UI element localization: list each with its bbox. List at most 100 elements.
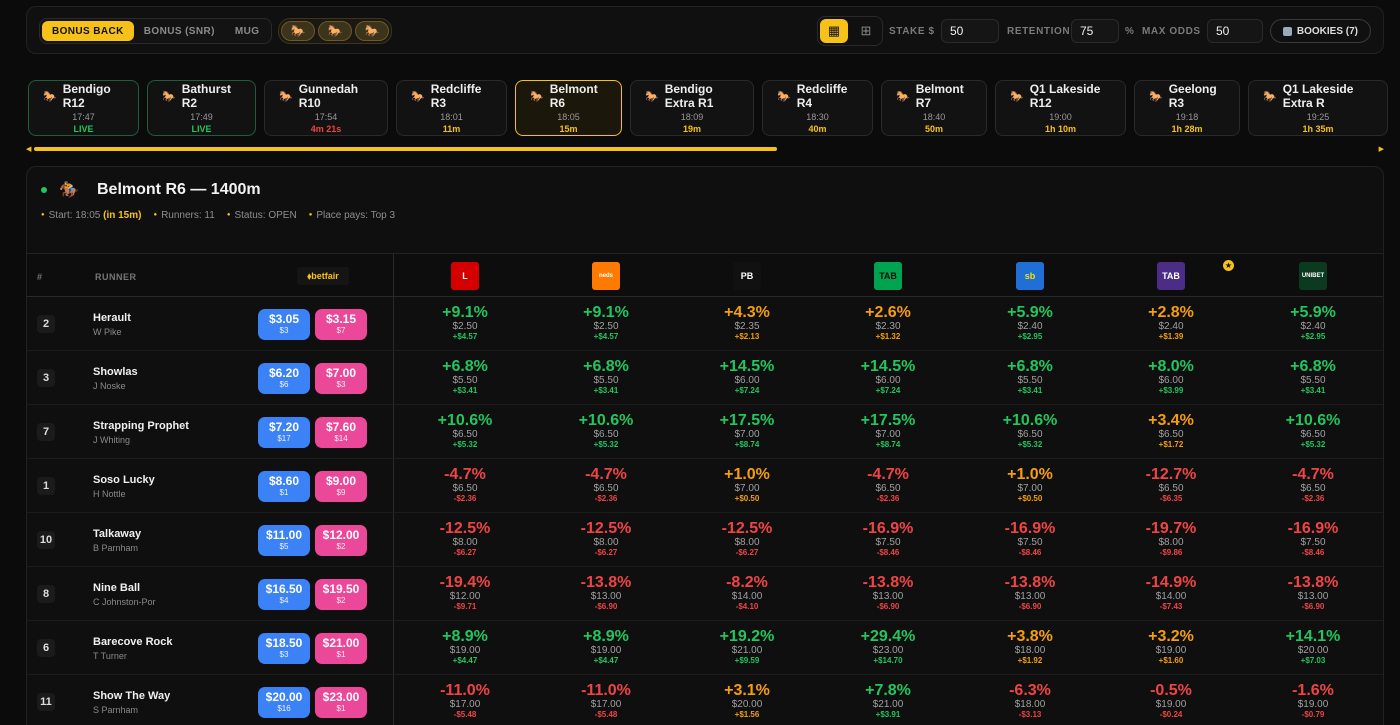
- bookmaker-odds-cell[interactable]: -13.8% $13.00 -$6.90: [838, 574, 938, 612]
- bookmaker-odds-cell[interactable]: -19.4% $12.00 -$9.71: [415, 574, 515, 612]
- bookmaker-odds-cell[interactable]: +6.8% $5.50 +$3.41: [1263, 358, 1363, 396]
- bookmaker-odds-cell[interactable]: -11.0% $17.00 -$5.48: [415, 682, 515, 720]
- bookmaker-odds-cell[interactable]: +7.8% $21.00 +$3.91: [838, 682, 938, 720]
- bookmaker-odds-cell[interactable]: -16.9% $7.50 -$8.46: [838, 520, 938, 558]
- sportsbet-logo[interactable]: sb: [1016, 262, 1044, 290]
- race-tab[interactable]: 🐎 Gunnedah R10 17:54 4m 21s: [264, 80, 388, 136]
- race-tab[interactable]: 🐎 Bendigo Extra R1 18:09 19m: [630, 80, 754, 136]
- favourite-star-icon[interactable]: ★: [1223, 260, 1234, 271]
- pointsbet-logo[interactable]: PB: [733, 262, 761, 290]
- bookmaker-odds-cell[interactable]: +17.5% $7.00 +$8.74: [697, 412, 797, 450]
- bookmaker-odds-cell[interactable]: +10.6% $6.50 +$5.32: [980, 412, 1080, 450]
- bookmaker-odds-cell[interactable]: -13.8% $13.00 -$6.90: [980, 574, 1080, 612]
- bookmaker-odds-cell[interactable]: +19.2% $21.00 +$9.59: [697, 628, 797, 666]
- scroll-right-icon[interactable]: ▶: [1378, 146, 1384, 153]
- bookmaker-odds-cell[interactable]: +10.6% $6.50 +$5.32: [415, 412, 515, 450]
- bookmaker-odds-cell[interactable]: +6.8% $5.50 +$3.41: [980, 358, 1080, 396]
- lay-odds-button[interactable]: $12.00 $2: [315, 525, 367, 556]
- bookmaker-odds-cell[interactable]: -11.0% $17.00 -$5.48: [556, 682, 656, 720]
- bookmaker-odds-cell[interactable]: +3.1% $20.00 +$1.56: [697, 682, 797, 720]
- bookmaker-odds-cell[interactable]: -12.7% $6.50 -$6.35: [1121, 466, 1221, 504]
- bookmaker-odds-cell[interactable]: +17.5% $7.00 +$8.74: [838, 412, 938, 450]
- bookmaker-odds-cell[interactable]: -4.7% $6.50 -$2.36: [556, 466, 656, 504]
- bookmaker-odds-cell[interactable]: -13.8% $13.00 -$6.90: [1263, 574, 1363, 612]
- bookmaker-odds-cell[interactable]: +3.8% $18.00 +$1.92: [980, 628, 1080, 666]
- bookmaker-odds-cell[interactable]: +14.5% $6.00 +$7.24: [838, 358, 938, 396]
- bookmaker-odds-cell[interactable]: -1.6% $19.00 -$0.79: [1263, 682, 1363, 720]
- ladbrokes-logo[interactable]: L: [451, 262, 479, 290]
- bookmaker-odds-cell[interactable]: -13.8% $13.00 -$6.90: [556, 574, 656, 612]
- bookmaker-odds-cell[interactable]: +5.9% $2.40 +$2.95: [1263, 304, 1363, 342]
- bookmaker-odds-cell[interactable]: -8.2% $14.00 -$4.10: [697, 574, 797, 612]
- bookmaker-odds-cell[interactable]: -16.9% $7.50 -$8.46: [1263, 520, 1363, 558]
- bookmaker-odds-cell[interactable]: +2.8% $2.40 +$1.39: [1121, 304, 1221, 342]
- back-odds-button[interactable]: $20.00 $16: [258, 687, 310, 718]
- lay-odds-button[interactable]: $7.60 $14: [315, 417, 367, 448]
- horse-filter-1-icon[interactable]: 🐎: [281, 21, 315, 41]
- bookmaker-odds-cell[interactable]: -19.7% $8.00 -$9.86: [1121, 520, 1221, 558]
- bookmaker-odds-cell[interactable]: +6.8% $5.50 +$3.41: [556, 358, 656, 396]
- neds-logo[interactable]: neds: [592, 262, 620, 290]
- tabtouch-logo[interactable]: TAB: [1157, 262, 1185, 290]
- scrollbar-thumb[interactable]: [34, 147, 777, 151]
- tab-logo[interactable]: TAB: [874, 262, 902, 290]
- bookmaker-odds-cell[interactable]: -4.7% $6.50 -$2.36: [838, 466, 938, 504]
- race-tab[interactable]: 🐎 Geelong R3 19:18 1h 28m: [1134, 80, 1240, 136]
- horse-filter-3-icon[interactable]: 🐎: [355, 21, 389, 41]
- back-odds-button[interactable]: $18.50 $3: [258, 633, 310, 664]
- race-tab[interactable]: 🐎 Belmont R7 18:40 50m: [881, 80, 987, 136]
- back-odds-button[interactable]: $11.00 $5: [258, 525, 310, 556]
- bookmaker-odds-cell[interactable]: +8.0% $6.00 +$3.99: [1121, 358, 1221, 396]
- race-tab[interactable]: 🐎 Bathurst R2 17:49 LIVE: [147, 80, 256, 136]
- back-odds-button[interactable]: $6.20 $6: [258, 363, 310, 394]
- bookmaker-odds-cell[interactable]: +8.9% $19.00 +$4.47: [415, 628, 515, 666]
- bookmaker-odds-cell[interactable]: +4.3% $2.35 +$2.13: [697, 304, 797, 342]
- bookmaker-odds-cell[interactable]: -14.9% $14.00 -$7.43: [1121, 574, 1221, 612]
- bookmaker-odds-cell[interactable]: -16.9% $7.50 -$8.46: [980, 520, 1080, 558]
- bookmaker-odds-cell[interactable]: +3.2% $19.00 +$1.60: [1121, 628, 1221, 666]
- bookies-button[interactable]: BOOKIES (7): [1269, 19, 1371, 43]
- race-tab[interactable]: 🐎 Q1 Lakeside Extra R 19:25 1h 35m: [1248, 80, 1388, 136]
- scroll-left-icon[interactable]: ◀: [26, 146, 32, 153]
- bookmaker-odds-cell[interactable]: +1.0% $7.00 +$0.50: [697, 466, 797, 504]
- bookmaker-odds-cell[interactable]: -12.5% $8.00 -$6.27: [556, 520, 656, 558]
- back-odds-button[interactable]: $16.50 $4: [258, 579, 310, 610]
- bookmaker-odds-cell[interactable]: +8.9% $19.00 +$4.47: [556, 628, 656, 666]
- grid-view-icon[interactable]: ⊞: [860, 23, 872, 38]
- lay-odds-button[interactable]: $7.00 $3: [315, 363, 367, 394]
- max-odds-input[interactable]: [1207, 19, 1263, 43]
- mode-bonus-snr[interactable]: BONUS (SNR): [143, 25, 215, 37]
- bookmaker-odds-cell[interactable]: +2.6% $2.30 +$1.32: [838, 304, 938, 342]
- race-tab[interactable]: 🐎 Bendigo R12 17:47 LIVE: [28, 80, 139, 136]
- bookmaker-odds-cell[interactable]: -6.3% $18.00 -$3.13: [980, 682, 1080, 720]
- bookmaker-odds-cell[interactable]: -12.5% $8.00 -$6.27: [697, 520, 797, 558]
- bookmaker-odds-cell[interactable]: +29.4% $23.00 +$14.70: [838, 628, 938, 666]
- unibet-logo[interactable]: UNIBET: [1299, 262, 1327, 290]
- bookmaker-odds-cell[interactable]: -12.5% $8.00 -$6.27: [415, 520, 515, 558]
- back-odds-button[interactable]: $7.20 $17: [258, 417, 310, 448]
- bookmaker-odds-cell[interactable]: +10.6% $6.50 +$5.32: [1263, 412, 1363, 450]
- race-tab[interactable]: 🐎 Redcliffe R4 18:30 40m: [762, 80, 873, 136]
- lay-odds-button[interactable]: $19.50 $2: [315, 579, 367, 610]
- col-runner-header[interactable]: RUNNER: [95, 272, 137, 282]
- stake-input[interactable]: [941, 19, 999, 43]
- lay-odds-button[interactable]: $9.00 $9: [315, 471, 367, 502]
- bookmaker-odds-cell[interactable]: +14.1% $20.00 +$7.03: [1263, 628, 1363, 666]
- bookmaker-odds-cell[interactable]: -4.7% $6.50 -$2.36: [1263, 466, 1363, 504]
- bookmaker-odds-cell[interactable]: +14.5% $6.00 +$7.24: [697, 358, 797, 396]
- retention-input[interactable]: [1071, 19, 1119, 43]
- lay-odds-button[interactable]: $21.00 $1: [315, 633, 367, 664]
- bookmaker-odds-cell[interactable]: +3.4% $6.50 +$1.72: [1121, 412, 1221, 450]
- table-view-icon[interactable]: ▦: [820, 19, 848, 43]
- race-tab[interactable]: 🐎 Redcliffe R3 18:01 11m: [396, 80, 507, 136]
- race-tab[interactable]: 🐎 Belmont R6 18:05 15m: [515, 80, 622, 136]
- bookmaker-odds-cell[interactable]: +9.1% $2.50 +$4.57: [415, 304, 515, 342]
- race-tabs-scrollbar[interactable]: ◀ ▶: [26, 145, 1384, 153]
- race-tab[interactable]: 🐎 Q1 Lakeside R12 19:00 1h 10m: [995, 80, 1126, 136]
- bookmaker-odds-cell[interactable]: +9.1% $2.50 +$4.57: [556, 304, 656, 342]
- bookmaker-odds-cell[interactable]: +10.6% $6.50 +$5.32: [556, 412, 656, 450]
- mode-bonus-back[interactable]: BONUS BACK: [42, 21, 134, 41]
- lay-odds-button[interactable]: $3.15 $7: [315, 309, 367, 340]
- back-odds-button[interactable]: $8.60 $1: [258, 471, 310, 502]
- lay-odds-button[interactable]: $23.00 $1: [315, 687, 367, 718]
